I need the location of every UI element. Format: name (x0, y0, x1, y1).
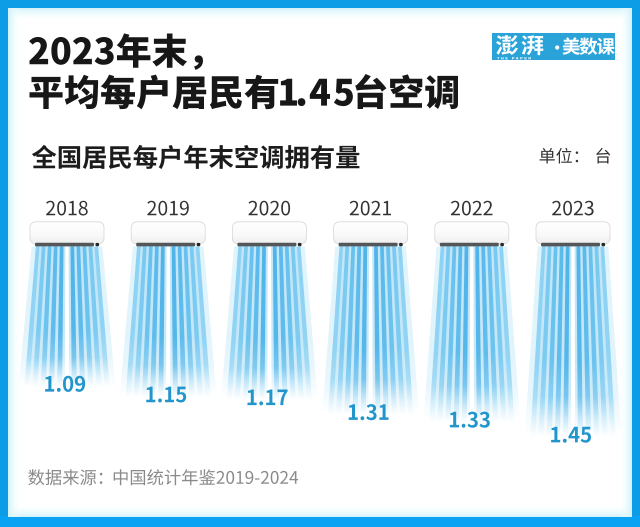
svg-text:THE PAPER: THE PAPER (497, 55, 533, 60)
